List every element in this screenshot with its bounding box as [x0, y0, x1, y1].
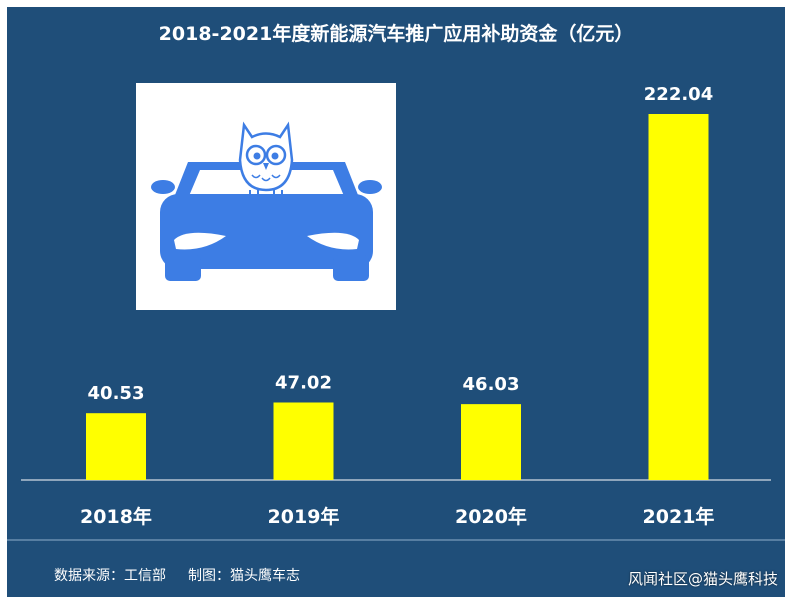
- category-label-1: 2019年: [268, 505, 340, 528]
- category-label-2: 2020年: [455, 505, 527, 528]
- footer-source: 数据来源：工信部 制图：猫头鹰车志: [54, 565, 300, 585]
- data-label-1: 47.02: [275, 372, 332, 393]
- owl-icon: [238, 121, 294, 194]
- chart-maker-text: 制图：猫头鹰车志: [188, 568, 300, 584]
- watermark-text: 风闻社区@猫头鹰科技: [627, 570, 778, 588]
- category-label-0: 2018年: [80, 505, 152, 528]
- data-label-2: 46.03: [463, 374, 520, 395]
- bar-2: [461, 404, 521, 480]
- data-source-text: 数据来源：工信部: [54, 568, 166, 584]
- data-label-0: 40.53: [88, 383, 145, 404]
- bar-0: [86, 413, 146, 480]
- data-label-3: 222.04: [644, 84, 713, 105]
- bar-3: [648, 114, 709, 480]
- chart-title: 2018-2021年度新能源汽车推广应用补助资金（亿元）: [158, 23, 634, 45]
- owl-car-logo: [136, 83, 396, 310]
- category-label-3: 2021年: [643, 505, 715, 528]
- bar-1: [273, 402, 334, 480]
